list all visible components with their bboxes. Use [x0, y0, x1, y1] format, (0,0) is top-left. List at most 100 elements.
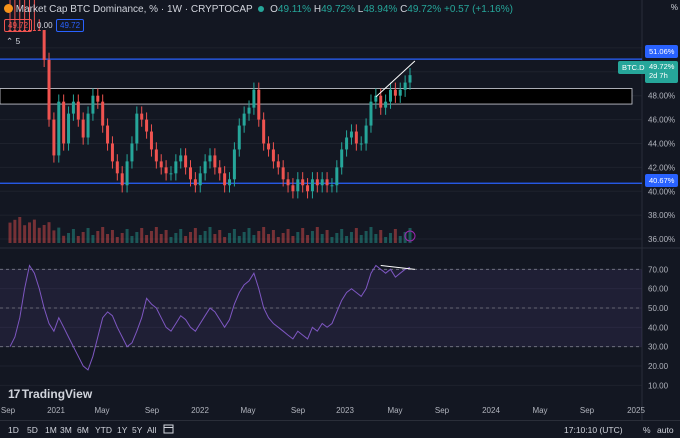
- candle-body[interactable]: [306, 185, 310, 192]
- candle-body[interactable]: [369, 101, 373, 126]
- candle-body[interactable]: [18, 30, 22, 31]
- candle-body[interactable]: [315, 179, 319, 186]
- candle-body[interactable]: [135, 113, 139, 144]
- candle-body[interactable]: [388, 89, 392, 102]
- candle-body[interactable]: [57, 101, 61, 156]
- range-6m[interactable]: 6M: [77, 425, 89, 435]
- candle-body[interactable]: [110, 143, 114, 162]
- candle-body[interactable]: [267, 143, 271, 150]
- candle-body[interactable]: [125, 161, 129, 186]
- candle-body[interactable]: [159, 161, 163, 168]
- candle-body[interactable]: [408, 75, 412, 83]
- candle-body[interactable]: [364, 125, 368, 144]
- range-1d[interactable]: 1D: [8, 425, 19, 435]
- buy-button[interactable]: 49.72: [56, 19, 85, 32]
- candle-body[interactable]: [301, 179, 305, 186]
- candle-body[interactable]: [164, 167, 168, 174]
- candle-body[interactable]: [384, 101, 388, 108]
- range-5y[interactable]: 5Y: [132, 425, 143, 435]
- candle-body[interactable]: [67, 113, 71, 144]
- tradingview-logo[interactable]: 17 TradingView: [8, 387, 93, 401]
- sell-button[interactable]: 49.72: [4, 19, 33, 32]
- range-1y[interactable]: 1Y: [117, 425, 128, 435]
- candle-body[interactable]: [154, 149, 158, 162]
- candle-body[interactable]: [188, 167, 192, 180]
- candle-body[interactable]: [37, 30, 41, 31]
- candle-body[interactable]: [223, 173, 227, 186]
- candle-body[interactable]: [393, 89, 397, 96]
- candle-body[interactable]: [184, 155, 188, 168]
- candle-body[interactable]: [247, 107, 251, 114]
- candle-body[interactable]: [237, 125, 241, 150]
- candle-body[interactable]: [174, 161, 178, 174]
- candle-body[interactable]: [13, 30, 17, 31]
- clock-label[interactable]: 17:10:10 (UTC): [564, 425, 623, 435]
- auto-scale-toggle[interactable]: auto: [657, 425, 674, 435]
- interval-label[interactable]: 1W: [166, 4, 182, 15]
- range-5d[interactable]: 5D: [27, 425, 38, 435]
- range-3m[interactable]: 3M: [60, 425, 72, 435]
- candle-body[interactable]: [28, 30, 32, 31]
- candle-body[interactable]: [403, 82, 407, 90]
- candle-body[interactable]: [374, 95, 378, 102]
- candle-body[interactable]: [198, 173, 202, 186]
- candle-body[interactable]: [23, 30, 27, 31]
- candle-body[interactable]: [115, 161, 119, 174]
- candle-body[interactable]: [262, 119, 266, 144]
- candle-body[interactable]: [71, 101, 75, 114]
- candle-body[interactable]: [359, 143, 363, 145]
- candle-body[interactable]: [325, 179, 329, 186]
- candle-body[interactable]: [149, 131, 153, 150]
- candle-body[interactable]: [193, 179, 197, 186]
- event-marker-icon[interactable]: [404, 230, 416, 242]
- candle-body[interactable]: [398, 89, 402, 96]
- candle-body[interactable]: [76, 101, 80, 120]
- candle-body[interactable]: [106, 125, 110, 144]
- candle-body[interactable]: [47, 59, 51, 120]
- candle-body[interactable]: [42, 30, 46, 60]
- candle-body[interactable]: [345, 137, 349, 150]
- candle-body[interactable]: [242, 113, 246, 126]
- candle-body[interactable]: [335, 167, 339, 186]
- indicators-toggle[interactable]: ⌃ 5: [6, 36, 21, 46]
- percent-toggle[interactable]: %: [643, 425, 651, 435]
- candle-body[interactable]: [213, 155, 217, 168]
- candle-body[interactable]: [257, 89, 261, 120]
- candle-body[interactable]: [379, 95, 383, 108]
- candle-body[interactable]: [120, 173, 124, 186]
- candle-body[interactable]: [296, 179, 300, 192]
- price-trendline[interactable]: [375, 60, 416, 98]
- candle-body[interactable]: [320, 179, 324, 186]
- candle-body[interactable]: [179, 155, 183, 162]
- candle-body[interactable]: [340, 149, 344, 168]
- rsi-line[interactable]: [9, 264, 411, 371]
- candle-body[interactable]: [276, 161, 280, 168]
- candle-body[interactable]: [145, 119, 149, 132]
- candle-body[interactable]: [140, 113, 144, 120]
- candle-body[interactable]: [271, 149, 275, 162]
- candle-body[interactable]: [218, 167, 222, 174]
- goto-date-button[interactable]: [163, 423, 174, 436]
- range-all[interactable]: All: [147, 425, 157, 435]
- candle-body[interactable]: [281, 167, 285, 180]
- candle-body[interactable]: [169, 173, 173, 175]
- candle-body[interactable]: [291, 185, 295, 192]
- candle-body[interactable]: [96, 95, 100, 102]
- candle-body[interactable]: [52, 119, 56, 156]
- range-ytd[interactable]: YTD: [95, 425, 112, 435]
- candle-body[interactable]: [354, 131, 358, 144]
- rsi-trendline[interactable]: [380, 264, 415, 270]
- candle-body[interactable]: [8, 30, 12, 31]
- candle-body[interactable]: [101, 101, 105, 126]
- candle-body[interactable]: [81, 119, 85, 138]
- candle-body[interactable]: [228, 179, 232, 186]
- candle-body[interactable]: [91, 95, 95, 114]
- candle-body[interactable]: [32, 30, 36, 31]
- candle-body[interactable]: [232, 149, 236, 180]
- candle-body[interactable]: [62, 101, 66, 144]
- candle-body[interactable]: [310, 179, 314, 192]
- candle-body[interactable]: [349, 131, 353, 138]
- candle-body[interactable]: [130, 143, 134, 162]
- candle-body[interactable]: [208, 155, 212, 162]
